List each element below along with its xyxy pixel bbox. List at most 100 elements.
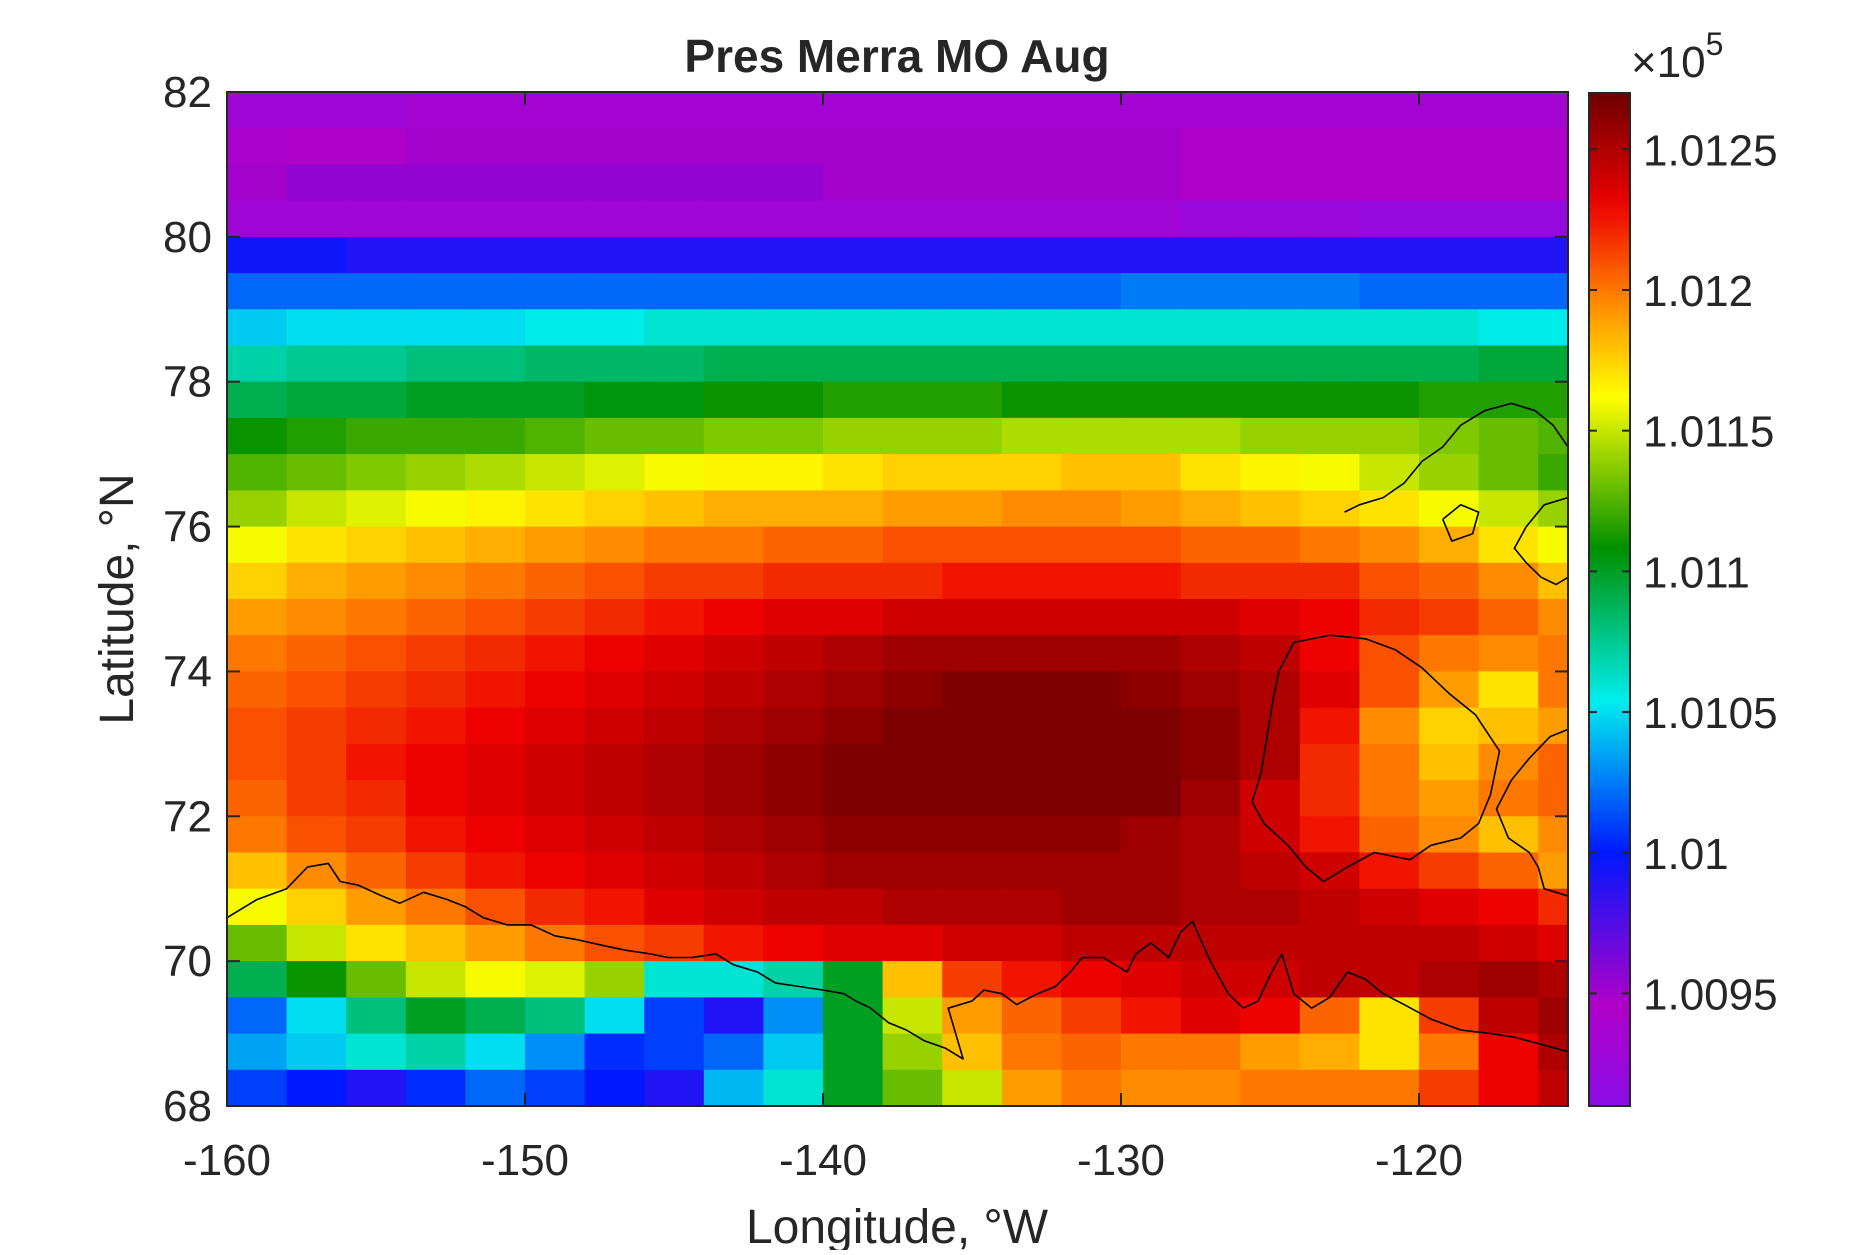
heatmap-cell: [703, 852, 765, 890]
heatmap-cell: [1240, 236, 1301, 274]
heatmap-cell: [1359, 707, 1420, 745]
heatmap-cell: [346, 417, 407, 455]
heatmap-cell: [942, 92, 1003, 129]
coastline-alaska-north-slope: [227, 862, 1568, 1060]
heatmap-cell: [644, 816, 705, 854]
heatmap-cell: [465, 381, 526, 419]
heatmap-cell: [584, 345, 645, 383]
heatmap-cell: [405, 345, 467, 383]
heatmap-cell: [286, 236, 347, 274]
heatmap-cell: [823, 562, 884, 600]
heatmap-cell: [227, 1033, 288, 1071]
heatmap-cell: [942, 128, 1003, 166]
heatmap-cell: [525, 381, 586, 419]
heatmap-cell: [525, 888, 586, 926]
heatmap-cell: [644, 997, 705, 1035]
heatmap-cell: [1419, 200, 1480, 238]
heatmap-cell: [405, 888, 467, 926]
heatmap-cell: [1538, 128, 1568, 166]
heatmap-cell: [346, 997, 407, 1035]
heatmap-cell: [1001, 707, 1063, 745]
heatmap-cell: [1359, 1069, 1420, 1106]
heatmap-cell: [465, 743, 526, 781]
heatmap-cell: [1359, 490, 1420, 528]
heatmap-cell: [644, 1033, 705, 1071]
heatmap-cell: [1180, 345, 1241, 383]
heatmap-cell: [465, 1033, 526, 1071]
heatmap-cell: [1359, 924, 1420, 962]
heatmap-cell: [405, 417, 467, 455]
heatmap-cell: [525, 490, 586, 528]
heatmap-cell: [1180, 273, 1241, 311]
heatmap-cell: [405, 707, 467, 745]
chart-title: Pres Merra MO Aug: [684, 30, 1109, 82]
heatmap-cell: [465, 309, 526, 347]
heatmap-cell: [1419, 381, 1480, 419]
heatmap-cell: [1419, 743, 1480, 781]
heatmap-cell: [1180, 1033, 1241, 1071]
heatmap-cell: [823, 417, 884, 455]
heatmap-cell: [942, 743, 1003, 781]
heatmap-cell: [584, 128, 645, 166]
heatmap-cell: [1180, 852, 1241, 890]
plot-frame: [226, 91, 1569, 1107]
heatmap-cell: [1240, 309, 1301, 347]
heatmap-cell: [823, 707, 884, 745]
heatmap-cell: [1419, 635, 1480, 673]
heatmap-cell: [763, 490, 824, 528]
heatmap-cell: [823, 1069, 884, 1106]
heatmap-cell: [763, 997, 824, 1035]
heatmap-cell: [823, 816, 884, 854]
heatmap-cell: [942, 454, 1003, 492]
y-tick-label: 74: [163, 647, 212, 696]
heatmap-cell: [1121, 888, 1182, 926]
heatmap-cell: [763, 635, 824, 673]
heatmap-cell: [703, 924, 765, 962]
heatmap-cell: [644, 273, 705, 311]
heatmap-cell: [286, 852, 347, 890]
heatmap-cell: [942, 599, 1003, 636]
heatmap-cell: [405, 924, 467, 962]
heatmap-cell: [584, 1033, 645, 1071]
heatmap-cell: [1001, 200, 1063, 238]
heatmap-cell: [1538, 164, 1568, 202]
heatmap-cell: [286, 92, 347, 129]
heatmap-cell: [1240, 743, 1301, 781]
heatmap-cell: [703, 309, 765, 347]
heatmap-cell: [1121, 454, 1182, 492]
heatmap-cell: [1240, 562, 1301, 600]
heatmap-cell: [1538, 599, 1568, 636]
heatmap-cell: [346, 635, 407, 673]
heatmap-cell: [1299, 1069, 1361, 1106]
heatmap-cell: [227, 816, 288, 854]
heatmap-cell: [1061, 236, 1122, 274]
heatmap-cell: [763, 1033, 824, 1071]
heatmap-cell: [823, 273, 884, 311]
heatmap-cell: [882, 200, 943, 238]
y-tick-label: 78: [163, 358, 212, 407]
heatmap-cell: [525, 924, 586, 962]
heatmap-cell: [584, 200, 645, 238]
heatmap-cell: [1061, 707, 1122, 745]
heatmap-cell: [942, 1069, 1003, 1106]
heatmap-cell: [1359, 997, 1420, 1035]
heatmap-cell: [525, 961, 586, 999]
heatmap-cell: [405, 381, 467, 419]
heatmap-cell: [763, 780, 824, 818]
heatmap-cell: [1359, 599, 1420, 636]
heatmap-cell: [1478, 454, 1539, 492]
heatmap-cell: [1419, 562, 1480, 600]
heatmap-cell: [823, 599, 884, 636]
heatmap-cell: [1538, 309, 1568, 347]
heatmap-cell: [1061, 780, 1122, 818]
heatmap-cell: [1299, 417, 1361, 455]
heatmap-cell: [227, 852, 288, 890]
heatmap-cell: [1180, 454, 1241, 492]
heatmap-cell: [1001, 635, 1063, 673]
heatmap-cell: [882, 888, 943, 926]
heatmap-cell: [405, 273, 467, 311]
heatmap-cell: [823, 635, 884, 673]
heatmap-cell: [1299, 743, 1361, 781]
heatmap-cell: [1419, 924, 1480, 962]
heatmap-cell: [882, 816, 943, 854]
